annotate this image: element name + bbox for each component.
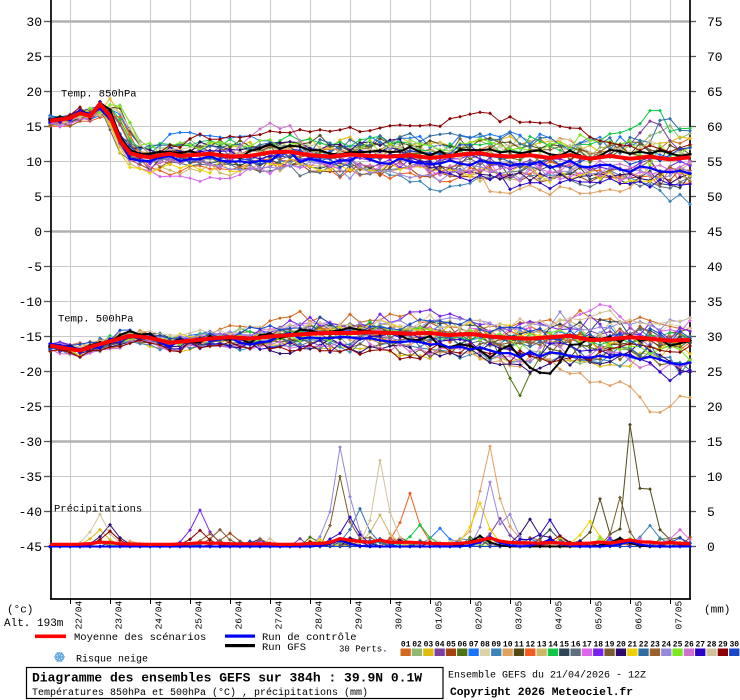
- svg-text:15: 15: [26, 120, 42, 135]
- svg-text:35: 35: [707, 295, 723, 310]
- svg-text:-15: -15: [19, 330, 42, 345]
- svg-text:-45: -45: [19, 540, 42, 555]
- svg-text:28: 28: [707, 641, 717, 650]
- svg-text:07/05: 07/05: [674, 600, 685, 629]
- svg-text:Run GFS: Run GFS: [262, 642, 306, 654]
- svg-text:23/04: 23/04: [114, 600, 125, 629]
- svg-text:06/05: 06/05: [634, 600, 645, 629]
- svg-text:05/05: 05/05: [594, 600, 605, 629]
- svg-text:03: 03: [424, 641, 434, 650]
- svg-text:25: 25: [26, 50, 42, 65]
- svg-text:5: 5: [707, 505, 715, 520]
- svg-text:30: 30: [707, 330, 723, 345]
- svg-text:15: 15: [559, 641, 569, 650]
- svg-text:25: 25: [707, 365, 723, 380]
- svg-text:65: 65: [707, 85, 723, 100]
- svg-text:Temp. 500hPa: Temp. 500hPa: [58, 314, 134, 326]
- svg-text:24/04: 24/04: [154, 600, 165, 629]
- svg-text:Alt. 193m: Alt. 193m: [4, 618, 64, 630]
- svg-text:29/04: 29/04: [354, 600, 365, 629]
- svg-text:08: 08: [480, 641, 490, 650]
- svg-text:50: 50: [707, 190, 723, 205]
- svg-text:(°c): (°c): [7, 605, 33, 617]
- svg-text:10: 10: [503, 641, 513, 650]
- svg-text:70: 70: [707, 50, 723, 65]
- svg-text:60: 60: [707, 120, 723, 135]
- svg-text:-30: -30: [19, 435, 42, 450]
- svg-text:02/05: 02/05: [474, 600, 485, 629]
- svg-text:14: 14: [548, 641, 558, 650]
- svg-text:09: 09: [491, 641, 501, 650]
- svg-text:10: 10: [26, 155, 42, 170]
- svg-text:Temp. 850hPa: Temp. 850hPa: [61, 89, 137, 101]
- svg-text:17: 17: [582, 641, 592, 650]
- svg-text:0: 0: [707, 540, 715, 555]
- svg-text:10: 10: [707, 470, 723, 485]
- svg-text:55: 55: [707, 155, 723, 170]
- svg-text:16: 16: [571, 641, 581, 650]
- svg-text:26/04: 26/04: [234, 600, 245, 629]
- svg-text:20: 20: [616, 641, 626, 650]
- svg-text:05: 05: [446, 641, 456, 650]
- svg-text:01/05: 01/05: [434, 600, 445, 629]
- svg-text:-10: -10: [19, 295, 42, 310]
- svg-text:Ensemble GEFS du 21/04/2026 -: Ensemble GEFS du 21/04/2026 - 12Z: [448, 670, 646, 682]
- svg-text:01: 01: [401, 641, 411, 650]
- svg-text:23: 23: [650, 641, 660, 650]
- svg-text:-20: -20: [19, 365, 42, 380]
- svg-text:5: 5: [34, 190, 42, 205]
- svg-text:45: 45: [707, 225, 723, 240]
- svg-text:02: 02: [412, 641, 422, 650]
- svg-text:26: 26: [684, 641, 694, 650]
- svg-text:20: 20: [707, 400, 723, 415]
- svg-text:22: 22: [639, 641, 649, 650]
- svg-text:12: 12: [525, 641, 535, 650]
- svg-text:22/04: 22/04: [74, 600, 85, 629]
- svg-text:Diagramme des ensembles GEFS s: Diagramme des ensembles GEFS sur 384h : …: [32, 671, 422, 686]
- svg-text:-25: -25: [19, 400, 42, 415]
- svg-text:25: 25: [673, 641, 683, 650]
- svg-text:20: 20: [26, 85, 42, 100]
- svg-text:03/05: 03/05: [514, 600, 525, 629]
- svg-text:Copyright 2026 Meteociel.fr: Copyright 2026 Meteociel.fr: [450, 687, 633, 699]
- svg-text:24: 24: [661, 641, 671, 650]
- svg-text:04: 04: [435, 641, 445, 650]
- svg-text:18: 18: [593, 641, 603, 650]
- svg-text:15: 15: [707, 435, 723, 450]
- svg-text:30 Perts.: 30 Perts.: [339, 645, 388, 655]
- svg-text:11: 11: [514, 641, 524, 650]
- svg-text:0: 0: [34, 225, 42, 240]
- svg-text:19: 19: [605, 641, 615, 650]
- svg-text:40: 40: [707, 260, 723, 275]
- svg-text:25/04: 25/04: [194, 600, 205, 629]
- svg-text:30: 30: [26, 15, 42, 30]
- svg-text:Précipitations: Précipitations: [54, 504, 142, 516]
- svg-text:75: 75: [707, 15, 723, 30]
- svg-text:Températures 850hPa et 500hPa: Températures 850hPa et 500hPa (°C) , pré…: [32, 687, 368, 699]
- svg-text:Risque neige: Risque neige: [76, 654, 148, 666]
- svg-text:21: 21: [627, 641, 637, 650]
- svg-text:13: 13: [537, 641, 547, 650]
- svg-text:04/05: 04/05: [554, 600, 565, 629]
- svg-text:Moyenne des scénarios: Moyenne des scénarios: [74, 632, 206, 644]
- svg-text:30/04: 30/04: [394, 600, 405, 629]
- svg-text:27/04: 27/04: [274, 600, 285, 629]
- svg-text:30: 30: [729, 641, 739, 650]
- svg-text:29: 29: [718, 641, 728, 650]
- svg-text:27: 27: [695, 641, 705, 650]
- svg-text:06: 06: [457, 641, 467, 650]
- svg-text:Run de contrôle: Run de contrôle: [262, 632, 357, 644]
- svg-text:-40: -40: [19, 505, 42, 520]
- svg-text:(mm): (mm): [704, 605, 730, 617]
- svg-text:-5: -5: [26, 260, 42, 275]
- svg-text:-35: -35: [19, 470, 42, 485]
- svg-text:07: 07: [469, 641, 479, 650]
- svg-text:28/04: 28/04: [314, 600, 325, 629]
